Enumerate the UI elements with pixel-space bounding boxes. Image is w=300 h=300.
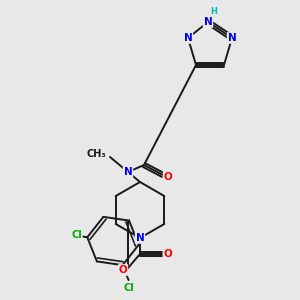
Text: H: H — [211, 8, 218, 16]
Text: O: O — [118, 265, 127, 275]
Text: Cl: Cl — [71, 230, 82, 240]
Text: Cl: Cl — [123, 283, 134, 293]
Text: CH₃: CH₃ — [86, 149, 106, 159]
Text: N: N — [184, 33, 192, 43]
Text: N: N — [228, 33, 236, 43]
Text: O: O — [164, 249, 172, 259]
Text: O: O — [164, 172, 172, 182]
Text: N: N — [204, 17, 212, 27]
Text: N: N — [124, 167, 132, 177]
Text: N: N — [136, 233, 144, 243]
